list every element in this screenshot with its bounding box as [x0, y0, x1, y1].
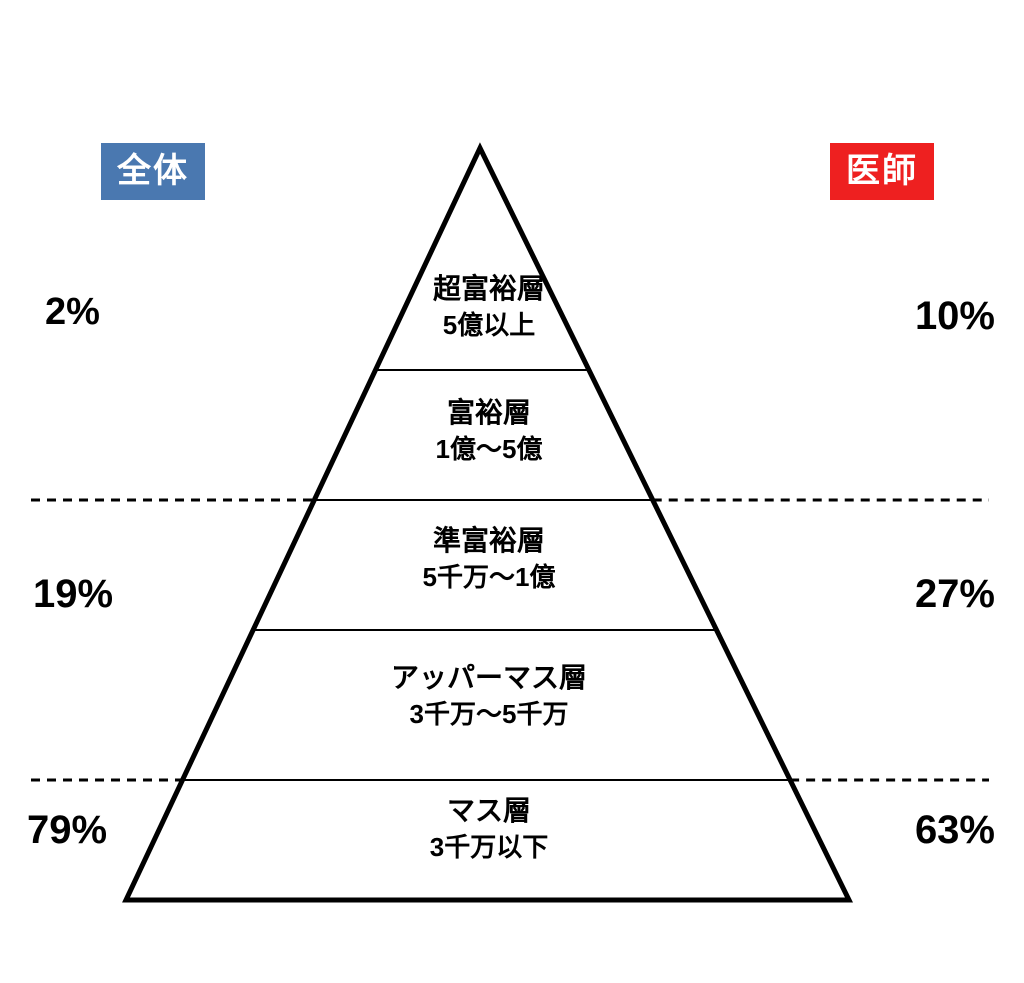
tier-subtitle-2: 5千万～1億	[423, 562, 556, 592]
tier-title-3: アッパーマス層	[391, 662, 587, 693]
right-percent-top: 10%	[915, 294, 995, 339]
tier-title-1: 富裕層	[447, 396, 531, 428]
tier-subtitle-3: 3千万～5千万	[410, 699, 569, 729]
right-percent-middle: 27%	[915, 572, 995, 617]
tier-title-0: 超富裕層	[433, 272, 545, 304]
left-percent-top: 2%	[45, 291, 100, 334]
tier-subtitle-0: 5億以上	[443, 310, 535, 340]
tier-title-4: マス層	[447, 795, 531, 826]
left-percent-bottom: 79%	[27, 808, 107, 853]
pyramid-svg: 超富裕層 5億以上富裕層 1億～5億準富裕層 5千万～1億アッパーマス層 3千万～5千万…	[0, 0, 1024, 983]
tier-subtitle-4: 3千万以下	[430, 832, 548, 862]
tier-title-2: 準富裕層	[433, 524, 545, 556]
left-percent-middle: 19%	[33, 572, 113, 617]
right-percent-bottom: 63%	[915, 808, 995, 853]
tier-subtitle-1: 1億～5億	[436, 434, 543, 464]
pyramid-infographic: 全体 医師 超富裕層5億以上富裕層1億～5億準富裕層5千万～1億アッパーマス層3…	[0, 0, 1024, 983]
